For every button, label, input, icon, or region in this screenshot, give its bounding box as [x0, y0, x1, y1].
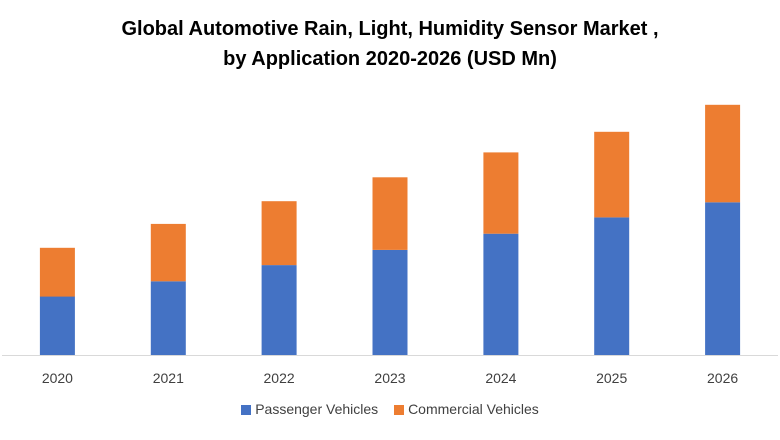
legend-label-commercial-vehicles: Commercial Vehicles — [408, 401, 539, 417]
x-tick-label-2023: 2023 — [374, 370, 405, 386]
legend-swatch-commercial-vehicles — [394, 405, 405, 415]
bar-passenger-vehicles-2022 — [261, 265, 297, 355]
x-tick-label-2024: 2024 — [485, 370, 516, 386]
bar-commercial-vehicles-2021 — [150, 223, 186, 282]
x-tick-label-2020: 2020 — [42, 370, 73, 386]
x-tick-label-2021: 2021 — [153, 370, 184, 386]
legend-item-commercial-vehicles: Commercial Vehicles — [394, 401, 539, 417]
bar-passenger-vehicles-2021 — [150, 281, 186, 355]
bar-passenger-vehicles-2020 — [39, 296, 75, 355]
legend-label-passenger-vehicles: Passenger Vehicles — [255, 401, 379, 417]
x-tick-label-2026: 2026 — [707, 370, 738, 386]
legend-swatch-passenger-vehicles — [241, 405, 252, 415]
chart-title: Global Automotive Rain, Light, Humidity … — [0, 14, 780, 74]
bar-commercial-vehicles-2024 — [483, 152, 519, 234]
bar-commercial-vehicles-2022 — [261, 201, 297, 266]
legend-item-passenger-vehicles: Passenger Vehicles — [241, 401, 378, 417]
bar-passenger-vehicles-2025 — [594, 217, 630, 355]
bar-passenger-vehicles-2023 — [372, 249, 408, 355]
bar-commercial-vehicles-2023 — [372, 177, 408, 250]
bar-commercial-vehicles-2020 — [39, 247, 75, 297]
chart-title-line-1: Global Automotive Rain, Light, Humidity … — [121, 18, 659, 40]
x-tick-label-2025: 2025 — [596, 370, 627, 386]
x-tick-label-2022: 2022 — [264, 370, 295, 386]
bar-commercial-vehicles-2026 — [705, 104, 741, 203]
bar-passenger-vehicles-2024 — [483, 233, 519, 355]
bar-passenger-vehicles-2026 — [705, 202, 741, 356]
chart-legend: Passenger Vehicles Commercial Vehicles — [0, 401, 780, 417]
bar-commercial-vehicles-2025 — [594, 131, 630, 218]
chart-title-line-2: by Application 2020-2026 (USD Mn) — [223, 48, 557, 70]
